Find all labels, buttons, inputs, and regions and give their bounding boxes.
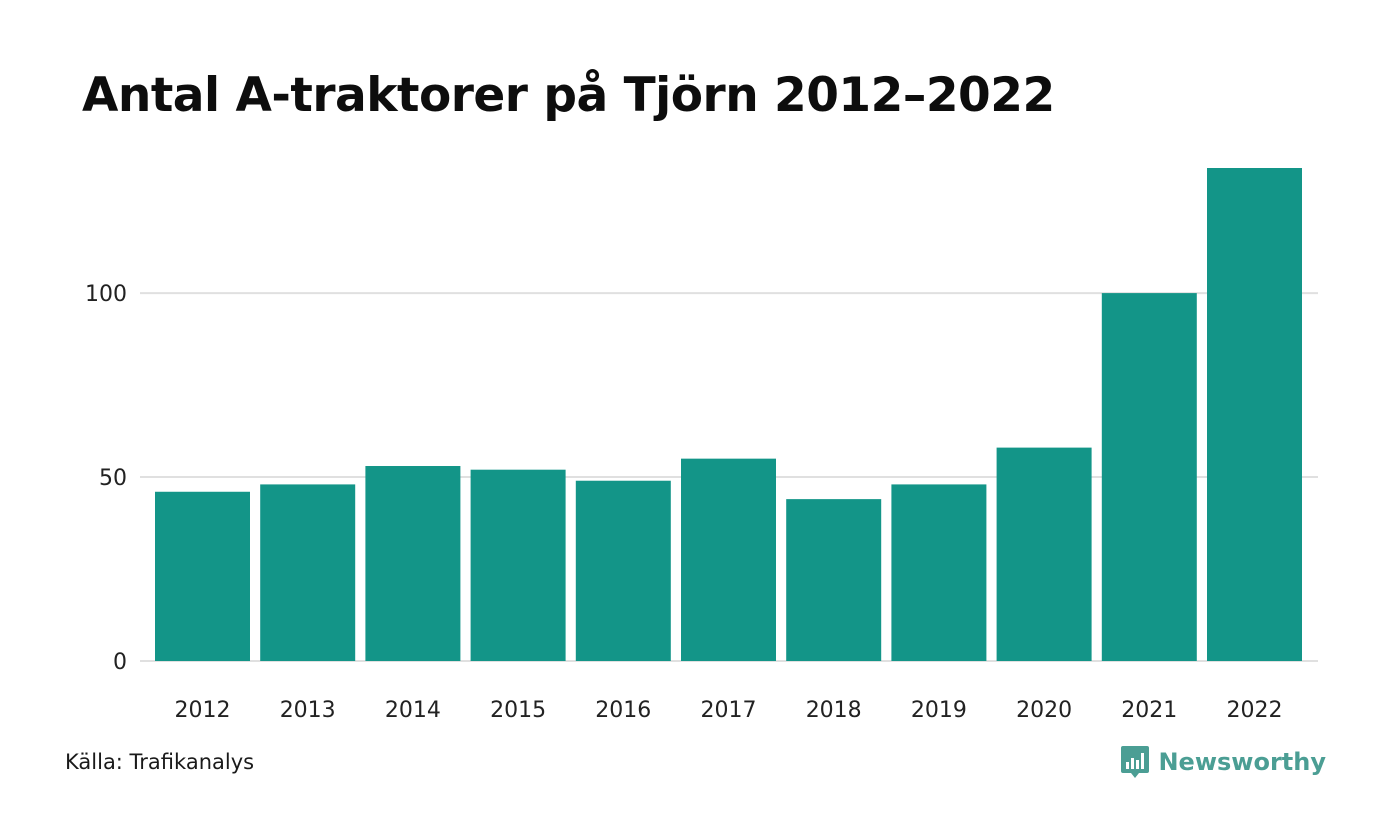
chart-title: Antal A-traktorer på Tjörn 2012–2022	[82, 68, 1055, 123]
x-tick-label: 2014	[385, 698, 441, 723]
bars	[155, 168, 1302, 661]
bar-2016	[575, 480, 671, 661]
source-note: Källa: Trafikanalys	[65, 750, 255, 774]
bar-2022	[1207, 168, 1302, 661]
bar-2020	[996, 447, 1092, 661]
bar-2021	[1101, 293, 1197, 661]
y-axis-ticks: 0 50 100	[85, 282, 127, 675]
x-tick-label: 2013	[280, 698, 336, 723]
brand-logo: Newsworthy	[1120, 744, 1326, 780]
x-tick-label: 2022	[1227, 698, 1283, 723]
x-axis-ticks: 2012 2013 2014 2015 2016 2017 2018 2019 2020 2021…	[175, 698, 1283, 723]
bar-2019	[891, 484, 987, 661]
x-tick-label: 2012	[175, 698, 231, 723]
y-tick-label: 100	[85, 282, 127, 307]
bar-2018	[786, 499, 882, 661]
newsworthy-logo-icon	[1121, 746, 1150, 778]
brand-name: Newsworthy	[1158, 748, 1326, 776]
x-tick-label: 2017	[701, 698, 757, 723]
x-tick-label: 2016	[595, 698, 651, 723]
bar-2014	[365, 466, 461, 661]
bar-2015	[470, 469, 566, 661]
bar-2013	[260, 484, 356, 661]
x-tick-label: 2020	[1016, 698, 1072, 723]
y-tick-label: 0	[113, 650, 127, 675]
x-tick-label: 2019	[911, 698, 967, 723]
x-tick-label: 2021	[1121, 698, 1177, 723]
bar-2012	[155, 491, 250, 661]
x-tick-label: 2018	[806, 698, 862, 723]
bar-2017	[681, 458, 776, 661]
y-tick-label: 50	[99, 466, 127, 491]
x-tick-label: 2015	[490, 698, 546, 723]
